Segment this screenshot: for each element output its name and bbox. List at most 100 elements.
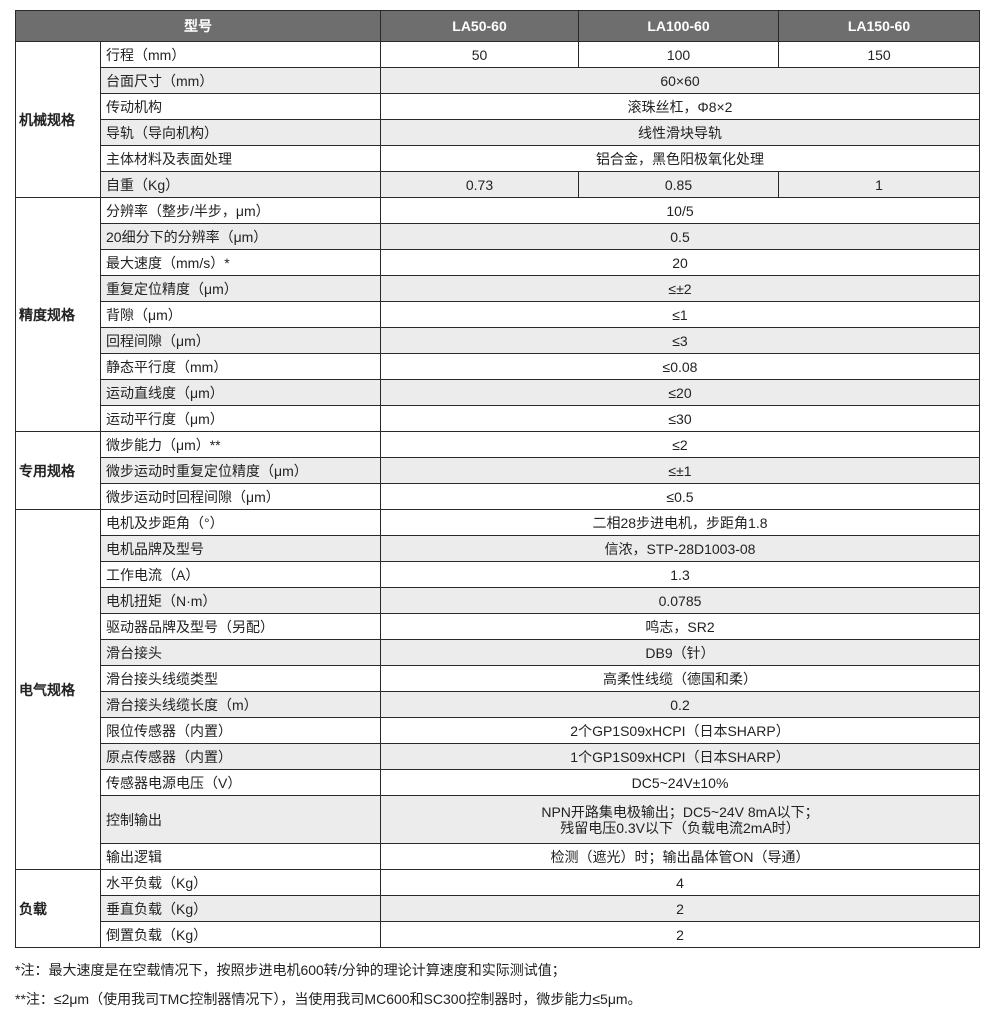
param-label: 传感器电源电压（V）: [100, 769, 381, 796]
value-line: ≤20: [668, 384, 692, 401]
value-line: 4: [676, 874, 684, 891]
param-label: 分辨率（整步/半步，μm）: [100, 197, 381, 224]
param-label: 滑台接头线缆类型: [100, 665, 381, 692]
table-row: 自重（Kg） 0.73 0.85 1: [16, 171, 980, 198]
table-row: 主体材料及表面处理 铝合金，黑色阳极氧化处理: [16, 145, 980, 172]
param-value: 铝合金，黑色阳极氧化处理: [380, 145, 980, 172]
value-line: 残留电压0.3V以下（负载电流2mA时）: [560, 819, 800, 836]
value-line: NPN开路集电极输出；DC5~24V 8mA以下；: [541, 803, 819, 820]
param-value: 2: [380, 921, 980, 948]
value-line: ≤±1: [668, 462, 692, 479]
param-label: 电机扭矩（N·m）: [100, 587, 381, 614]
param-label: 20细分下的分辨率（μm）: [100, 223, 381, 250]
param-label: 行程（mm）: [100, 41, 381, 68]
param-value: 2个GP1S09xHCPI（日本SHARP）: [380, 717, 980, 744]
table-row: 专用规格 微步能力（μm）** ≤2: [15, 431, 980, 510]
value-line: 2: [676, 900, 684, 917]
param-value: ≤20: [380, 379, 980, 406]
model-col-2: LA100-60: [578, 10, 779, 42]
param-label: 运动平行度（μm）: [100, 405, 381, 432]
table-row: 传感器电源电压（V） DC5~24V±10%: [16, 769, 980, 796]
param-label: 最大速度（mm/s）*: [100, 249, 381, 276]
group-label: 机械规格: [15, 41, 101, 198]
param-value: ≤1: [380, 301, 980, 328]
param-label: 自重（Kg）: [100, 171, 381, 198]
param-value: ≤±1: [380, 457, 980, 484]
param-value: 2: [380, 895, 980, 922]
value-line: DB9（针）: [645, 644, 715, 661]
param-label: 重复定位精度（μm）: [100, 275, 381, 302]
footnote-2: **注：≤2μm（使用我司TMC控制器情况下），当使用我司MC600和SC300…: [15, 991, 642, 1007]
value-line: 0.2: [670, 696, 690, 713]
value-line: 2: [676, 926, 684, 943]
param-value: 0.85: [578, 171, 779, 198]
group-label: 电气规格: [15, 509, 101, 870]
param-label: 倒置负载（Kg）: [100, 921, 381, 948]
param-value: 滚珠丝杠，Φ8×2: [380, 93, 980, 120]
group-label: 专用规格: [15, 431, 101, 510]
param-value: 1: [778, 171, 980, 198]
param-value: 4: [380, 869, 980, 896]
param-value: 0.73: [380, 171, 579, 198]
param-value: 0.2: [380, 691, 980, 718]
table-row: 工作电流（A） 1.3: [16, 561, 980, 588]
param-value: 150: [778, 41, 980, 68]
table-row: 重复定位精度（μm） ≤±2: [16, 275, 980, 302]
header-row: 型号 LA50-60 LA100-60 LA150-60: [15, 10, 980, 42]
param-value: 检测（遮光）时；输出晶体管ON（导通）: [380, 843, 980, 870]
param-label: 传动机构: [100, 93, 381, 120]
table-row: 精度规格 分辨率（整步/半步，μm） 10/5: [15, 197, 980, 432]
param-value: 信浓，STP-28D1003-08: [380, 535, 980, 562]
value-line: 滚珠丝杠，Φ8×2: [627, 98, 733, 115]
model-col-1: LA50-60: [380, 10, 579, 42]
table-row: 台面尺寸（mm） 60×60: [16, 67, 980, 94]
table-row: 倒置负载（Kg） 2: [16, 921, 980, 948]
value-line: 2个GP1S09xHCPI（日本SHARP）: [570, 722, 790, 739]
param-value: 二相28步进电机，步距角1.8: [380, 509, 980, 536]
table-row: 电机扭矩（N·m） 0.0785: [16, 587, 980, 614]
table-row: 电机品牌及型号 信浓，STP-28D1003-08: [16, 535, 980, 562]
value-line: 检测（遮光）时；输出晶体管ON（导通）: [550, 848, 810, 865]
param-value: ≤3: [380, 327, 980, 354]
table-row: 运动直线度（μm） ≤20: [16, 379, 980, 406]
table-row: 传动机构 滚珠丝杠，Φ8×2: [16, 93, 980, 120]
param-label: 限位传感器（内置）: [100, 717, 381, 744]
param-label: 导轨（导向机构）: [100, 119, 381, 146]
param-label: 滑台接头: [100, 639, 381, 666]
param-value: NPN开路集电极输出；DC5~24V 8mA以下； 残留电压0.3V以下（负载电流…: [380, 795, 980, 844]
param-label: 运动直线度（μm）: [100, 379, 381, 406]
param-value: 鸣志，SR2: [380, 613, 980, 640]
table-row: 导轨（导向机构） 线性滑块导轨: [16, 119, 980, 146]
param-label: 回程间隙（μm）: [100, 327, 381, 354]
table-row: 驱动器品牌及型号（另配） 鸣志，SR2: [16, 613, 980, 640]
param-label: 控制输出: [100, 795, 381, 844]
param-value: ≤30: [380, 405, 980, 432]
param-value: ≤±2: [380, 275, 980, 302]
value-line: ≤±2: [668, 280, 692, 297]
table-row: 回程间隙（μm） ≤3: [16, 327, 980, 354]
param-label: 输出逻辑: [100, 843, 381, 870]
param-value: 10/5: [380, 197, 980, 224]
param-label: 电机品牌及型号: [100, 535, 381, 562]
value-line: ≤2: [672, 436, 688, 453]
param-value: DC5~24V±10%: [380, 769, 980, 796]
param-value: 50: [380, 41, 579, 68]
table-row: 20细分下的分辨率（μm） 0.5: [16, 223, 980, 250]
param-value: 0.0785: [380, 587, 980, 614]
table-row: 微步运动时回程间隙（μm） ≤0.5: [16, 483, 980, 510]
value-line: 鸣志，SR2: [645, 618, 715, 635]
value-line: 铝合金，黑色阳极氧化处理: [596, 150, 764, 167]
value-line: 0.5: [670, 228, 690, 245]
model-header: 型号: [15, 10, 381, 42]
footnote-1: *注：最大速度是在空载情况下，按照步进电机600转/分钟的理论计算速度和实际测试…: [15, 962, 566, 978]
param-value: ≤2: [380, 431, 980, 458]
param-label: 微步能力（μm）**: [100, 431, 381, 458]
spec-body: 机械规格 行程（mm） 50 100 150 台面尺寸（mm） 60×60 传动机构 滚珠丝杠，…: [15, 41, 980, 948]
param-label: 水平负载（Kg）: [100, 869, 381, 896]
group-label: 负载: [15, 869, 101, 948]
table-row: 原点传感器（内置） 1个GP1S09xHCPI（日本SHARP）: [16, 743, 980, 770]
value-line: ≤3: [672, 332, 688, 349]
table-row: 电气规格 电机及步距角（°） 二相28步进电机，步距角1.8: [15, 509, 980, 870]
value-line: 二相28步进电机，步距角1.8: [592, 514, 768, 531]
table-row: 微步运动时重复定位精度（μm） ≤±1: [16, 457, 980, 484]
